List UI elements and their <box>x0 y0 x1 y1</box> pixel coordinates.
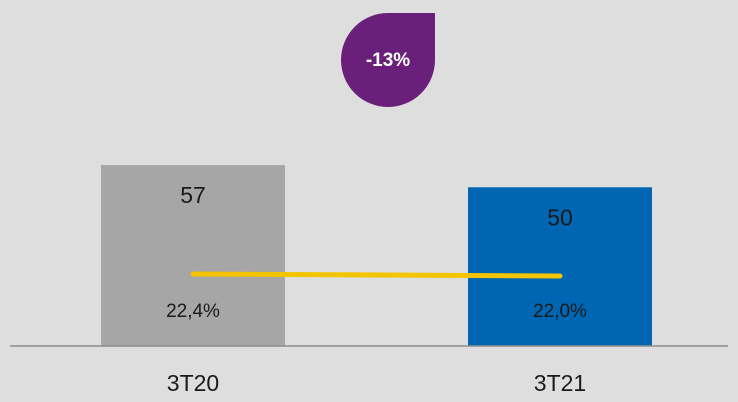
annotation-badge <box>341 13 435 107</box>
line-value-label: 22,4% <box>166 301 220 322</box>
bar <box>101 165 285 346</box>
line-value-label: 22,0% <box>533 301 587 322</box>
bar-value-label: 57 <box>180 182 206 208</box>
bar <box>468 187 652 346</box>
x-tick-label: 3T20 <box>167 370 219 396</box>
bar-value-label: 50 <box>547 204 573 230</box>
x-tick-label: 3T21 <box>534 370 586 396</box>
line <box>190 271 563 279</box>
annotation-label: -13% <box>366 50 410 71</box>
